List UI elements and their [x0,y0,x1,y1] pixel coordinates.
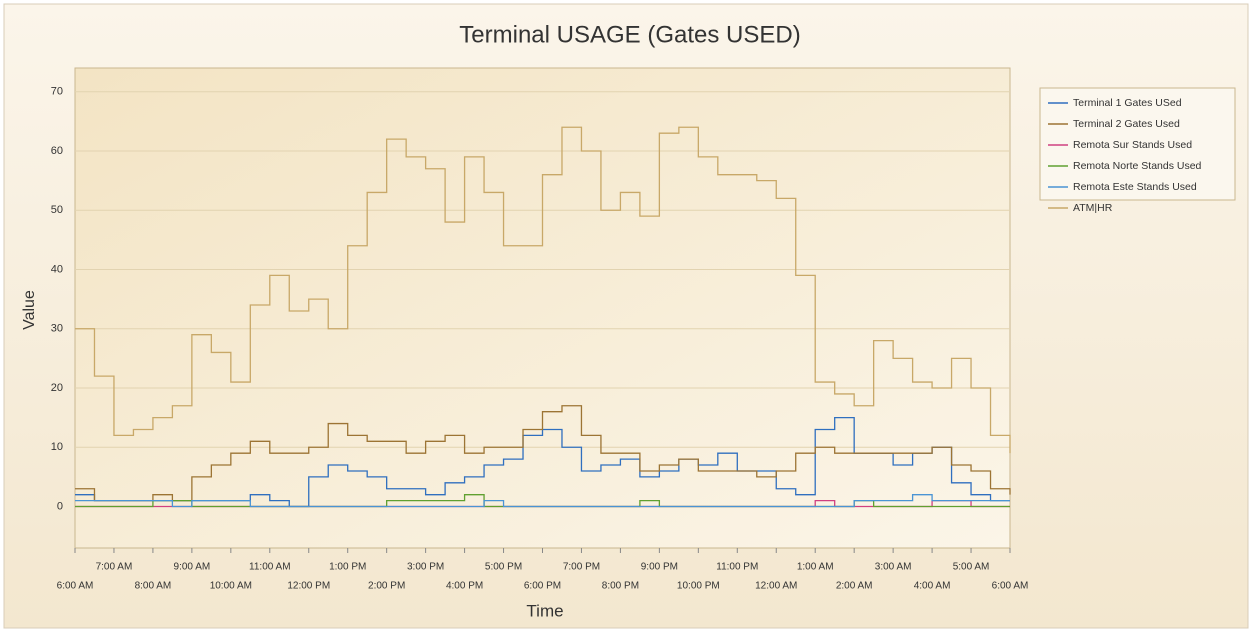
series-line [75,494,1010,508]
x-tick-label: 10:00 AM [210,581,252,592]
y-tick-label: 30 [51,323,63,335]
x-tick-label: 9:00 AM [174,562,211,573]
x-tick-label: 7:00 PM [563,562,600,573]
x-tick-label: 11:00 AM [249,562,291,573]
x-tick-label: 4:00 AM [914,581,951,592]
x-tick-label: 6:00 AM [57,581,94,592]
legend-label: Remota Este Stands Used [1073,181,1197,193]
x-tick-label: 2:00 PM [368,581,405,592]
chart-title: Terminal USAGE (Gates USED) [459,21,800,48]
x-tick-label: 8:00 PM [602,581,639,592]
x-tick-label: 5:00 AM [953,562,990,573]
plot-area [74,67,1011,549]
y-tick-label: 40 [51,263,63,275]
x-tick-label: 8:00 AM [135,581,172,592]
x-tick-label: 1:00 AM [797,562,834,573]
y-tick-label: 50 [51,204,63,216]
y-tick-label: 0 [57,500,63,512]
x-tick-label: 4:00 PM [446,581,483,592]
legend-label: Terminal 2 Gates Used [1073,118,1180,130]
x-tick-label: 11:00 PM [716,562,758,573]
y-tick-label: 70 [51,86,63,98]
x-tick-label: 1:00 PM [329,562,366,573]
x-tick-label: 3:00 PM [407,562,444,573]
series-line [75,405,1011,502]
x-tick-label: 9:00 PM [641,562,678,573]
series-line [75,126,1011,454]
x-tick-label: 3:00 AM [875,562,912,573]
y-axis-label: Value [21,290,38,330]
x-tick-label: 6:00 AM [992,581,1029,592]
x-tick-label: 5:00 PM [485,562,522,573]
series-line [75,416,1010,508]
y-tick-label: 60 [51,145,63,157]
legend-label: Terminal 1 Gates USed [1073,97,1182,109]
x-tick-label: 6:00 PM [524,581,561,592]
x-tick-label: 12:00 AM [755,581,797,592]
x-axis-label: Time [526,601,563,620]
legend-label: Remota Sur Stands Used [1073,139,1192,151]
legend-label: Remota Norte Stands Used [1073,160,1202,172]
x-tick-label: 2:00 AM [836,581,873,592]
x-tick-label: 10:00 PM [677,581,720,592]
x-tick-label: 12:00 PM [287,581,330,592]
legend [1039,87,1236,201]
x-tick-label: 7:00 AM [96,562,133,573]
legend-label: ATM|HR [1073,202,1113,214]
y-tick-label: 10 [51,441,63,453]
y-tick-label: 20 [51,382,63,394]
